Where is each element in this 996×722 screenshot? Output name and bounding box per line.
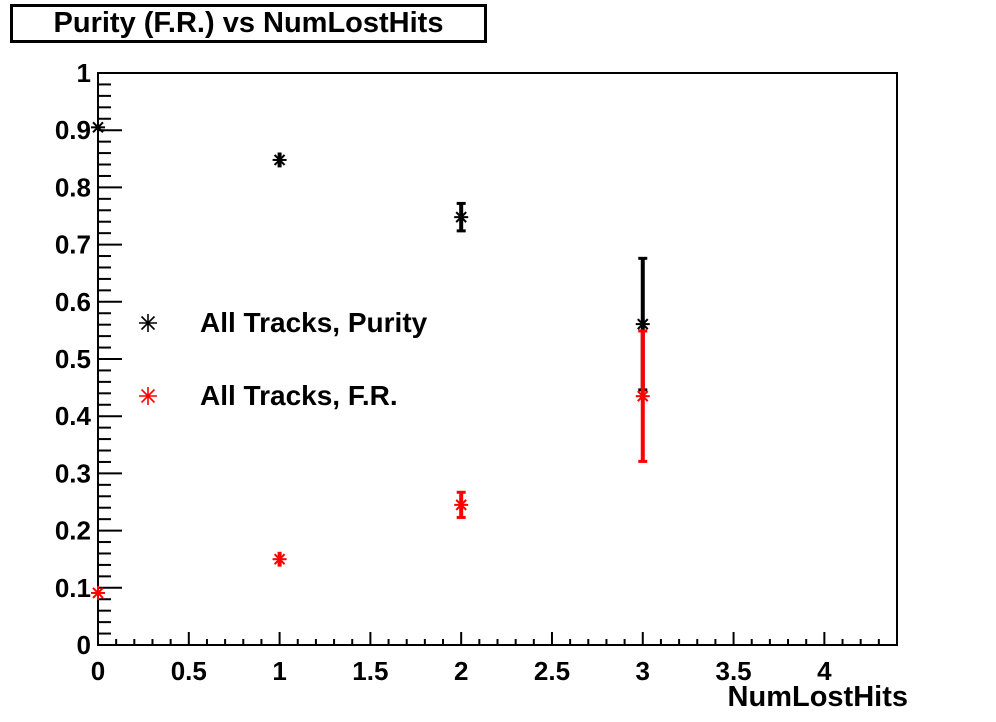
data-marker-center	[640, 321, 646, 327]
y-tick-label: 0.1	[55, 573, 91, 603]
y-tick-label: 0	[77, 630, 91, 660]
title-box: Purity (F.R.) vs NumLostHits	[10, 4, 487, 43]
y-tick-label: 1	[77, 58, 91, 88]
data-marker-center	[277, 556, 282, 562]
x-tick-label: 4	[817, 656, 832, 686]
data-marker-center	[95, 590, 101, 596]
y-tick-label: 0.6	[55, 287, 91, 317]
y-tick-label: 0.7	[55, 230, 91, 260]
y-tick-label: 0.4	[55, 401, 92, 431]
y-tick-label: 0.8	[55, 172, 91, 202]
x-tick-label: 3	[636, 656, 650, 686]
data-marker-center	[458, 214, 464, 220]
data-marker-center	[277, 157, 282, 163]
plot-frame	[97, 72, 898, 646]
x-tick-label: 2	[454, 656, 468, 686]
x-tick-label: 3.5	[715, 656, 751, 686]
x-axis-title: NumLostHits	[727, 681, 908, 713]
y-tick-label: 0.9	[55, 115, 91, 145]
y-tick-label: 0.5	[55, 344, 91, 374]
data-marker-center	[95, 124, 101, 130]
x-tick-label: 2.5	[534, 656, 570, 686]
y-tick-label: 0.3	[55, 458, 91, 488]
chart-title: Purity (F.R.) vs NumLostHits	[53, 7, 444, 39]
data-marker-center	[640, 393, 646, 399]
x-tick-label: 1	[272, 656, 286, 686]
y-tick-label: 0.2	[55, 516, 91, 546]
x-tick-label: 0.5	[171, 656, 207, 686]
x-tick-label: 0	[91, 656, 105, 686]
data-marker-center	[458, 502, 464, 508]
x-tick-label: 1.5	[352, 656, 388, 686]
